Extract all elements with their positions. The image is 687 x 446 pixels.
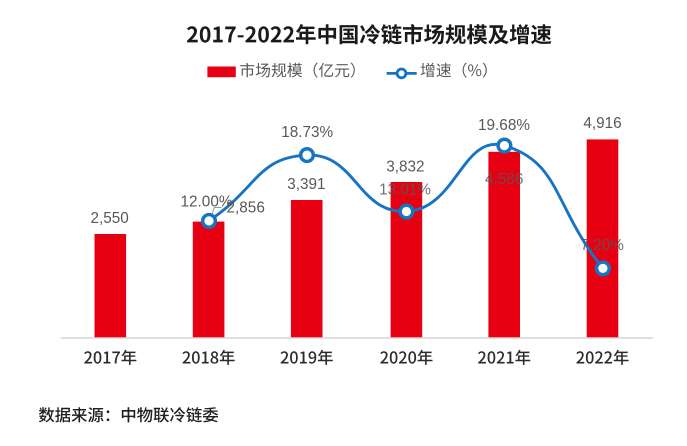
svg-text:7.20%: 7.20% — [581, 237, 625, 254]
svg-text:3,391: 3,391 — [287, 176, 325, 193]
svg-text:4,916: 4,916 — [583, 115, 621, 132]
svg-text:19.68%: 19.68% — [478, 117, 530, 134]
svg-text:2,550: 2,550 — [90, 210, 128, 227]
svg-text:18.73%: 18.73% — [281, 124, 333, 141]
svg-text:12.00%: 12.00% — [181, 194, 233, 211]
svg-text:13.01%: 13.01% — [379, 182, 431, 199]
svg-text:3,832: 3,832 — [386, 158, 424, 175]
svg-text:4,586: 4,586 — [485, 171, 523, 188]
svg-text:2,856: 2,856 — [227, 199, 265, 216]
